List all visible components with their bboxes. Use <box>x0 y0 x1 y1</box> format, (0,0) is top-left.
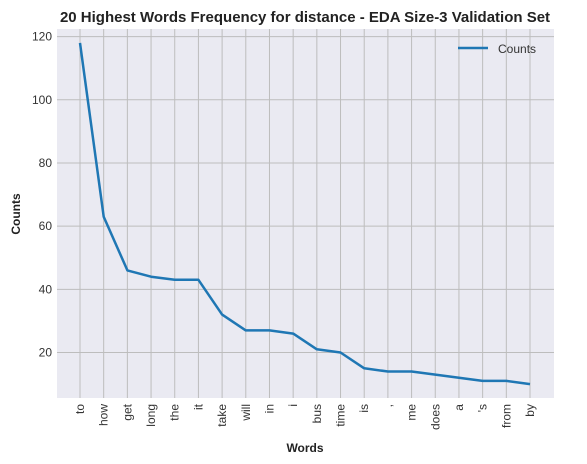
y-tick-label: 80 <box>39 156 53 170</box>
y-tick-label: 60 <box>39 219 53 233</box>
chart-title: 20 Highest Words Frequency for distance … <box>60 9 550 26</box>
x-tick-label: bus <box>310 404 324 423</box>
y-tick-label: 120 <box>32 30 52 44</box>
x-tick-label: take <box>215 404 229 427</box>
y-tick-labels: 20 40 60 80 100 120 <box>32 30 52 360</box>
x-tick-label: will <box>239 404 253 422</box>
x-tick-label: the <box>168 404 182 421</box>
x-tick-label: i <box>286 404 300 407</box>
x-tick-label: it <box>191 403 205 410</box>
x-tick-label: time <box>334 404 348 427</box>
y-axis-label: Counts <box>9 193 23 235</box>
y-tick-label: 100 <box>32 93 52 107</box>
x-tick-label: from <box>499 404 513 428</box>
legend-label: Counts <box>498 42 536 56</box>
x-tick-label: long <box>144 404 158 427</box>
x-tick-label: how <box>97 404 111 426</box>
x-tick-labels: to how get long the it take will in i bus time is, me… <box>73 403 537 430</box>
x-tick-label: to <box>73 404 87 414</box>
x-tick-label: get <box>120 403 134 420</box>
x-tick-label: a <box>452 404 466 411</box>
x-tick-label: 's <box>476 404 490 412</box>
y-tick-label: 40 <box>39 282 53 296</box>
x-tick-label: in <box>262 404 276 413</box>
y-tick-label: 20 <box>39 346 53 360</box>
x-tick-label: me <box>405 404 419 421</box>
x-tick-label: is <box>357 404 371 413</box>
x-tick-label: by <box>523 404 537 417</box>
x-tick-label: , <box>381 404 395 407</box>
x-axis-label: Words <box>286 441 323 455</box>
x-tick-label: does <box>428 404 442 430</box>
